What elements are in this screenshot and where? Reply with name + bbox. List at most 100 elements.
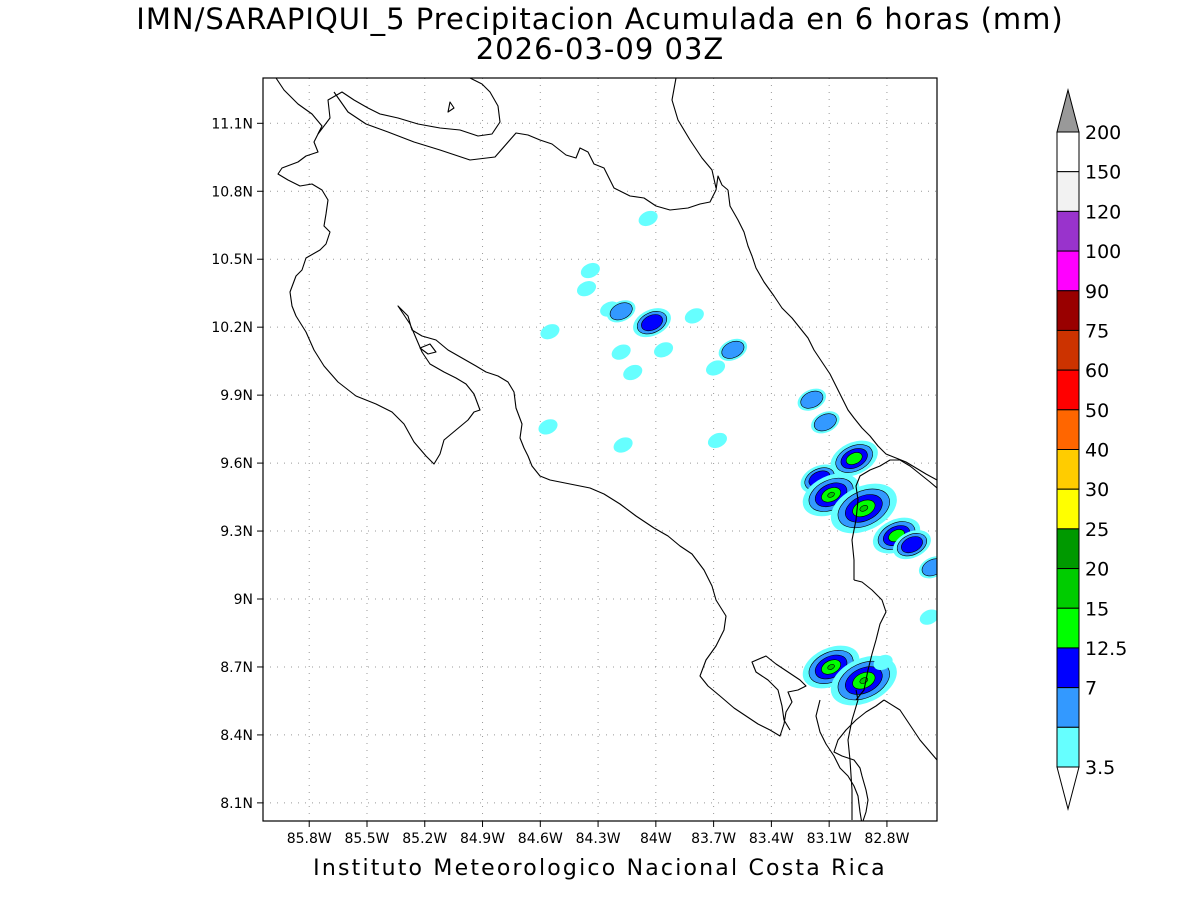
colorbar-swatch [1056, 369, 1080, 411]
colorbar-swatch [1056, 568, 1080, 609]
colorbar-under-arrow [1056, 766, 1080, 811]
colorbar-label: 25 [1085, 519, 1109, 541]
precip-cell [611, 344, 631, 360]
x-tick-label: 84.9W [460, 831, 505, 847]
precip-cell [893, 530, 931, 560]
map-title: IMN/SARAPIQUI_5 Precipitacion Acumulada … [136, 2, 1064, 36]
y-tick-label: 9N [234, 592, 253, 608]
y-tick-label: 10.5N [211, 252, 253, 268]
coastline [275, 78, 937, 821]
pacific-coast [277, 129, 807, 737]
colorbar-swatch [1056, 329, 1080, 371]
precip-contour-3_5 [580, 262, 600, 279]
x-tick-label: 85.5W [344, 831, 389, 847]
precip-contour-3_5 [873, 654, 893, 671]
precip-cell [580, 262, 600, 279]
colorbar-swatch [1056, 449, 1080, 490]
x-tick-label: 83.4W [749, 831, 794, 847]
colorbar-label: 50 [1085, 400, 1109, 422]
y-tick-label: 10.2N [211, 320, 253, 336]
map-grid [263, 78, 937, 821]
precip-contour-3_5 [613, 437, 633, 453]
colorbar-label: 75 [1085, 320, 1109, 342]
x-tick-label: 84.6W [518, 831, 563, 847]
precip-contour-3_5 [707, 432, 728, 449]
precip-cell [623, 364, 643, 381]
colorbar-label: 150 [1085, 162, 1121, 184]
colorbar-swatch [1056, 687, 1080, 728]
precip-cell [797, 388, 827, 411]
precip-contour-7 [721, 340, 745, 359]
precip-cell [811, 411, 840, 434]
precip-contour-3_5 [538, 419, 558, 435]
panama-coast [883, 699, 937, 761]
nicaragua-coast [671, 78, 717, 189]
x-tick-label: 84W [640, 831, 672, 847]
precip-contour-3_5 [706, 360, 726, 376]
precip-contour-7 [800, 390, 824, 409]
precip-cell [919, 609, 937, 625]
colorbar-swatch [1056, 647, 1080, 689]
colorbar-swatch [1056, 171, 1080, 212]
precip-contour-12_5 [641, 314, 663, 332]
x-tick-label: 85.2W [402, 831, 447, 847]
colorbar-label: 60 [1085, 360, 1109, 382]
precip-cell [830, 440, 878, 477]
x-tick-label: 83.1W [807, 831, 852, 847]
precip-cell [718, 338, 748, 361]
precip-cell [540, 324, 560, 340]
precip-contour-3_5 [576, 281, 597, 297]
y-tick-label: 9.3N [220, 524, 253, 540]
precip-contour-7 [609, 302, 633, 321]
colorbar-swatch [1056, 726, 1080, 768]
colorbar-swatch [1056, 250, 1080, 292]
precip-contour-12_5 [901, 536, 923, 554]
precip-contour-3_5 [638, 210, 658, 227]
precip-cell [638, 210, 658, 227]
panama-border-north [851, 459, 937, 580]
precip-contour-20 [827, 664, 835, 670]
golfo-dulce-coast [815, 699, 863, 821]
y-tick-label: 8.4N [220, 728, 253, 744]
precip-cell [706, 360, 726, 376]
colorbar-swatch [1056, 528, 1080, 570]
y-tick-label: 8.7N [220, 660, 253, 676]
precip-cell [684, 308, 704, 324]
x-tick-label: 85.8W [287, 831, 332, 847]
precip-cell [918, 556, 937, 579]
colorbar-label: 7 [1085, 678, 1097, 700]
precip-cell [613, 437, 633, 453]
precip-contour-20 [859, 505, 869, 512]
precip-cell [633, 308, 671, 338]
colorbar-label: 30 [1085, 479, 1109, 501]
colorbar-swatch [1056, 290, 1080, 331]
lake-nicaragua-shore [275, 78, 501, 137]
colorbar-label: 200 [1085, 122, 1121, 144]
colorbar-swatch [1056, 210, 1080, 252]
precip-cell [538, 419, 558, 435]
colorbar-over-arrow [1056, 88, 1080, 133]
colorbar-label: 90 [1085, 281, 1109, 303]
colorbar-swatch [1056, 488, 1080, 530]
colorbar-swatch [1056, 131, 1080, 173]
y-tick-label: 8.1N [220, 796, 253, 812]
precip-cell [654, 342, 674, 358]
colorbar-label: 100 [1085, 241, 1121, 263]
map-frame [262, 77, 938, 822]
colorbar-swatch [1056, 409, 1080, 450]
y-tick-label: 9.9N [220, 388, 253, 404]
y-tick-label: 11.1N [211, 116, 253, 132]
precip-cell [606, 300, 636, 323]
precip-contour-3_5 [684, 308, 704, 324]
y-tick-label: 10.8N [211, 184, 253, 200]
caribbean-coast [727, 189, 937, 481]
precip-contour-7 [813, 413, 837, 432]
x-tick-label: 84.3W [576, 831, 621, 847]
burica-coast [833, 699, 885, 821]
precip-cell [830, 483, 897, 534]
x-tick-label: 83.7W [691, 831, 736, 847]
colorbar-label: 3.5 [1085, 757, 1115, 779]
panama-border-south [853, 579, 887, 701]
y-tick-label: 9.6N [220, 456, 253, 472]
